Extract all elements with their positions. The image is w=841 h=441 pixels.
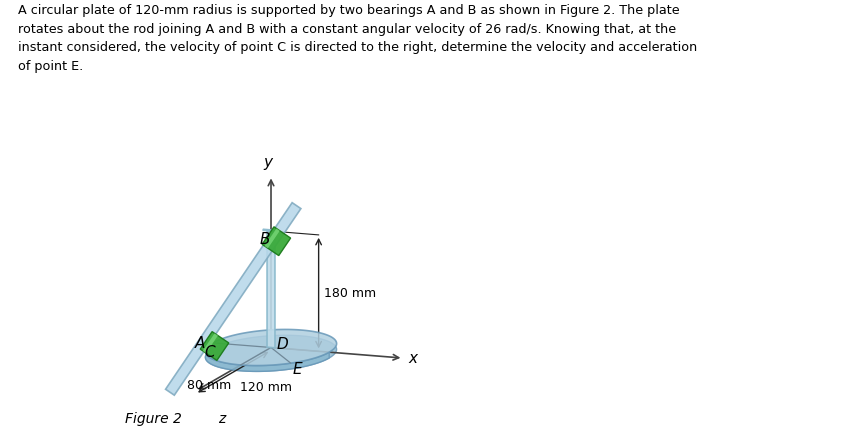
Text: 180 mm: 180 mm [324, 287, 376, 299]
Text: x: x [409, 351, 418, 366]
Text: B: B [259, 232, 270, 247]
Polygon shape [205, 329, 336, 366]
Text: 120 mm: 120 mm [240, 381, 292, 394]
Polygon shape [203, 333, 218, 353]
Text: Figure 2: Figure 2 [125, 412, 187, 426]
Polygon shape [166, 203, 301, 395]
Polygon shape [262, 227, 291, 256]
Polygon shape [200, 332, 229, 360]
Text: z: z [218, 412, 225, 426]
Text: 80 mm: 80 mm [188, 378, 231, 392]
Text: A circular plate of 120-mm radius is supported by two bearings A and B as shown : A circular plate of 120-mm radius is sup… [19, 4, 698, 73]
Text: E: E [293, 362, 302, 377]
Polygon shape [263, 229, 279, 232]
Polygon shape [267, 231, 275, 348]
Text: y: y [264, 155, 272, 170]
Polygon shape [265, 228, 280, 248]
Polygon shape [205, 343, 329, 371]
Text: D: D [277, 337, 288, 352]
Text: A: A [195, 336, 205, 351]
Text: C: C [204, 344, 215, 359]
Polygon shape [205, 335, 336, 371]
